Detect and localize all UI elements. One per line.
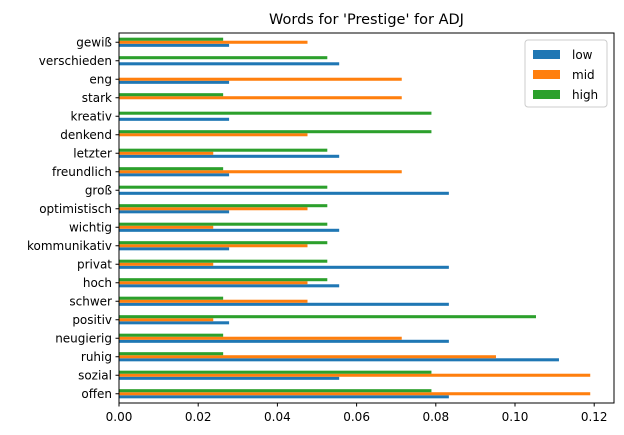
bar-high-groß xyxy=(119,185,328,189)
bar-mid-eng xyxy=(119,77,402,81)
bar-mid-wichtig xyxy=(119,225,214,229)
bar-high-neugierig xyxy=(119,333,224,337)
bar-mid-denkend xyxy=(119,133,308,137)
y-tick-label: letzter xyxy=(73,146,112,160)
y-tick-label: gewiß xyxy=(76,35,112,49)
bar-low-verschieden xyxy=(119,62,340,66)
bar-low-freundlich xyxy=(119,173,230,177)
bar-mid-kommunikativ xyxy=(119,244,308,248)
bar-high-positiv xyxy=(119,315,536,319)
y-tick-label: stark xyxy=(82,91,112,105)
bar-high-ruhig xyxy=(119,352,224,356)
y-tick-label: kreativ xyxy=(71,109,113,123)
bar-high-stark xyxy=(119,93,224,97)
bar-high-letzter xyxy=(119,148,328,152)
bar-high-verschieden xyxy=(119,56,328,60)
bar-low-gewiß xyxy=(119,43,230,47)
bar-low-neugierig xyxy=(119,339,449,343)
y-tick-label: freundlich xyxy=(52,165,112,179)
y-tick-label: schwer xyxy=(69,294,112,308)
bar-low-schwer xyxy=(119,302,449,306)
y-tick-label: privat xyxy=(77,257,112,271)
legend: low mid high xyxy=(524,39,608,108)
legend-swatch-low xyxy=(533,50,560,59)
bar-mid-ruhig xyxy=(119,355,496,359)
bar-low-ruhig xyxy=(119,358,559,362)
bar-high-kreativ xyxy=(119,111,432,115)
x-tick-label: 0.02 xyxy=(185,410,212,424)
y-tick-label: groß xyxy=(85,183,113,197)
x-tick-label: 0.04 xyxy=(264,410,291,424)
bar-low-privat xyxy=(119,265,449,269)
legend-swatch-mid xyxy=(533,70,560,79)
x-tick-label: 0.12 xyxy=(581,410,608,424)
plot-frame xyxy=(118,32,615,404)
bar-high-optimistisch xyxy=(119,204,328,208)
y-tick-label: sozial xyxy=(78,368,112,382)
bar-high-privat xyxy=(119,259,328,263)
bar-low-optimistisch xyxy=(119,210,230,214)
legend-label-low: low xyxy=(572,48,593,62)
y-tick-label: eng xyxy=(89,72,112,86)
x-tick-label: 0.10 xyxy=(502,410,529,424)
bar-low-sozial xyxy=(119,376,340,380)
y-tick-label: kommunikativ xyxy=(27,239,112,253)
x-tick-label: 0.06 xyxy=(343,410,370,424)
bar-high-hoch xyxy=(119,278,328,282)
bar-high-wichtig xyxy=(119,222,328,226)
bar-high-schwer xyxy=(119,296,224,300)
x-axis: 0.00 0.02 0.04 0.06 0.08 0.10 0.12 xyxy=(106,403,608,424)
chart-title: Words for 'Prestige' for ADJ xyxy=(269,12,464,28)
bar-mid-letzter xyxy=(119,151,214,155)
y-tick-label: hoch xyxy=(83,276,112,290)
bar-low-kreativ xyxy=(119,117,230,121)
bar-high-kommunikativ xyxy=(119,241,328,245)
bar-mid-gewiß xyxy=(119,40,308,44)
bar-low-kommunikativ xyxy=(119,247,230,251)
bar-mid-optimistisch xyxy=(119,207,308,211)
y-tick-label: offen xyxy=(81,387,112,401)
legend-label-mid: mid xyxy=(572,68,595,82)
bar-low-positiv xyxy=(119,321,230,325)
bar-high-denkend xyxy=(119,130,432,134)
y-tick-label: optimistisch xyxy=(39,202,112,216)
bars-layer xyxy=(119,37,591,399)
legend-label-high: high xyxy=(572,88,598,102)
y-tick-label: positiv xyxy=(72,313,112,327)
bar-high-freundlich xyxy=(119,167,224,171)
y-axis: offen sozial ruhig neugierig positiv schwer ho… xyxy=(27,35,119,401)
bar-low-eng xyxy=(119,80,230,84)
bar-mid-sozial xyxy=(119,373,591,377)
legend-swatch-high xyxy=(533,90,560,99)
bar-mid-offen xyxy=(119,392,591,396)
bar-low-offen xyxy=(119,395,449,399)
y-tick-label: denkend xyxy=(60,128,112,142)
x-tick-label: 0.08 xyxy=(422,410,449,424)
bar-mid-hoch xyxy=(119,281,308,285)
y-tick-label: verschieden xyxy=(39,54,112,68)
bar-high-sozial xyxy=(119,370,432,374)
bar-mid-schwer xyxy=(119,299,308,303)
bar-low-letzter xyxy=(119,154,340,158)
y-tick-label: ruhig xyxy=(81,350,112,364)
bar-mid-freundlich xyxy=(119,170,402,174)
y-tick-label: wichtig xyxy=(69,220,112,234)
bar-mid-neugierig xyxy=(119,336,402,340)
bar-low-groß xyxy=(119,191,449,195)
bar-low-wichtig xyxy=(119,228,340,232)
bar-high-gewiß xyxy=(119,37,224,41)
bar-mid-stark xyxy=(119,96,402,100)
y-tick-label: neugierig xyxy=(55,331,112,345)
bar-high-offen xyxy=(119,389,432,393)
bar-mid-privat xyxy=(119,262,214,266)
bar-mid-positiv xyxy=(119,318,214,322)
x-tick-label: 0.00 xyxy=(106,410,133,424)
bar-low-hoch xyxy=(119,284,340,288)
